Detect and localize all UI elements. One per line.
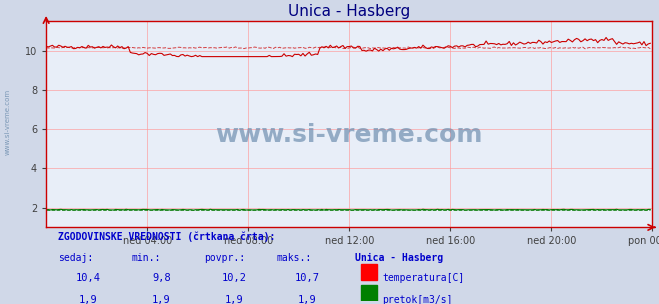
Text: povpr.:: povpr.:	[204, 253, 245, 263]
Text: 10,2: 10,2	[221, 273, 246, 283]
Text: Unica - Hasberg: Unica - Hasberg	[355, 253, 444, 263]
Text: 10,4: 10,4	[76, 273, 101, 283]
Text: www.si-vreme.com: www.si-vreme.com	[5, 88, 11, 155]
Bar	[361, 285, 376, 301]
Text: pretok[m3/s]: pretok[m3/s]	[383, 295, 453, 304]
Text: ZGODOVINSKE VREDNOSTI (črtkana črta):: ZGODOVINSKE VREDNOSTI (črtkana črta):	[58, 231, 275, 242]
Text: www.si-vreme.com: www.si-vreme.com	[215, 123, 483, 147]
Text: maks.:: maks.:	[277, 253, 312, 263]
Text: temperatura[C]: temperatura[C]	[383, 273, 465, 283]
Text: 1,9: 1,9	[297, 295, 316, 304]
Text: 1,9: 1,9	[152, 295, 171, 304]
Text: 9,8: 9,8	[152, 273, 171, 283]
Text: 10,7: 10,7	[295, 273, 320, 283]
Text: min.:: min.:	[131, 253, 160, 263]
Title: Unica - Hasberg: Unica - Hasberg	[288, 4, 411, 19]
Bar	[361, 264, 376, 280]
Text: sedaj:: sedaj:	[58, 253, 94, 263]
Text: 1,9: 1,9	[79, 295, 98, 304]
Text: 1,9: 1,9	[225, 295, 243, 304]
